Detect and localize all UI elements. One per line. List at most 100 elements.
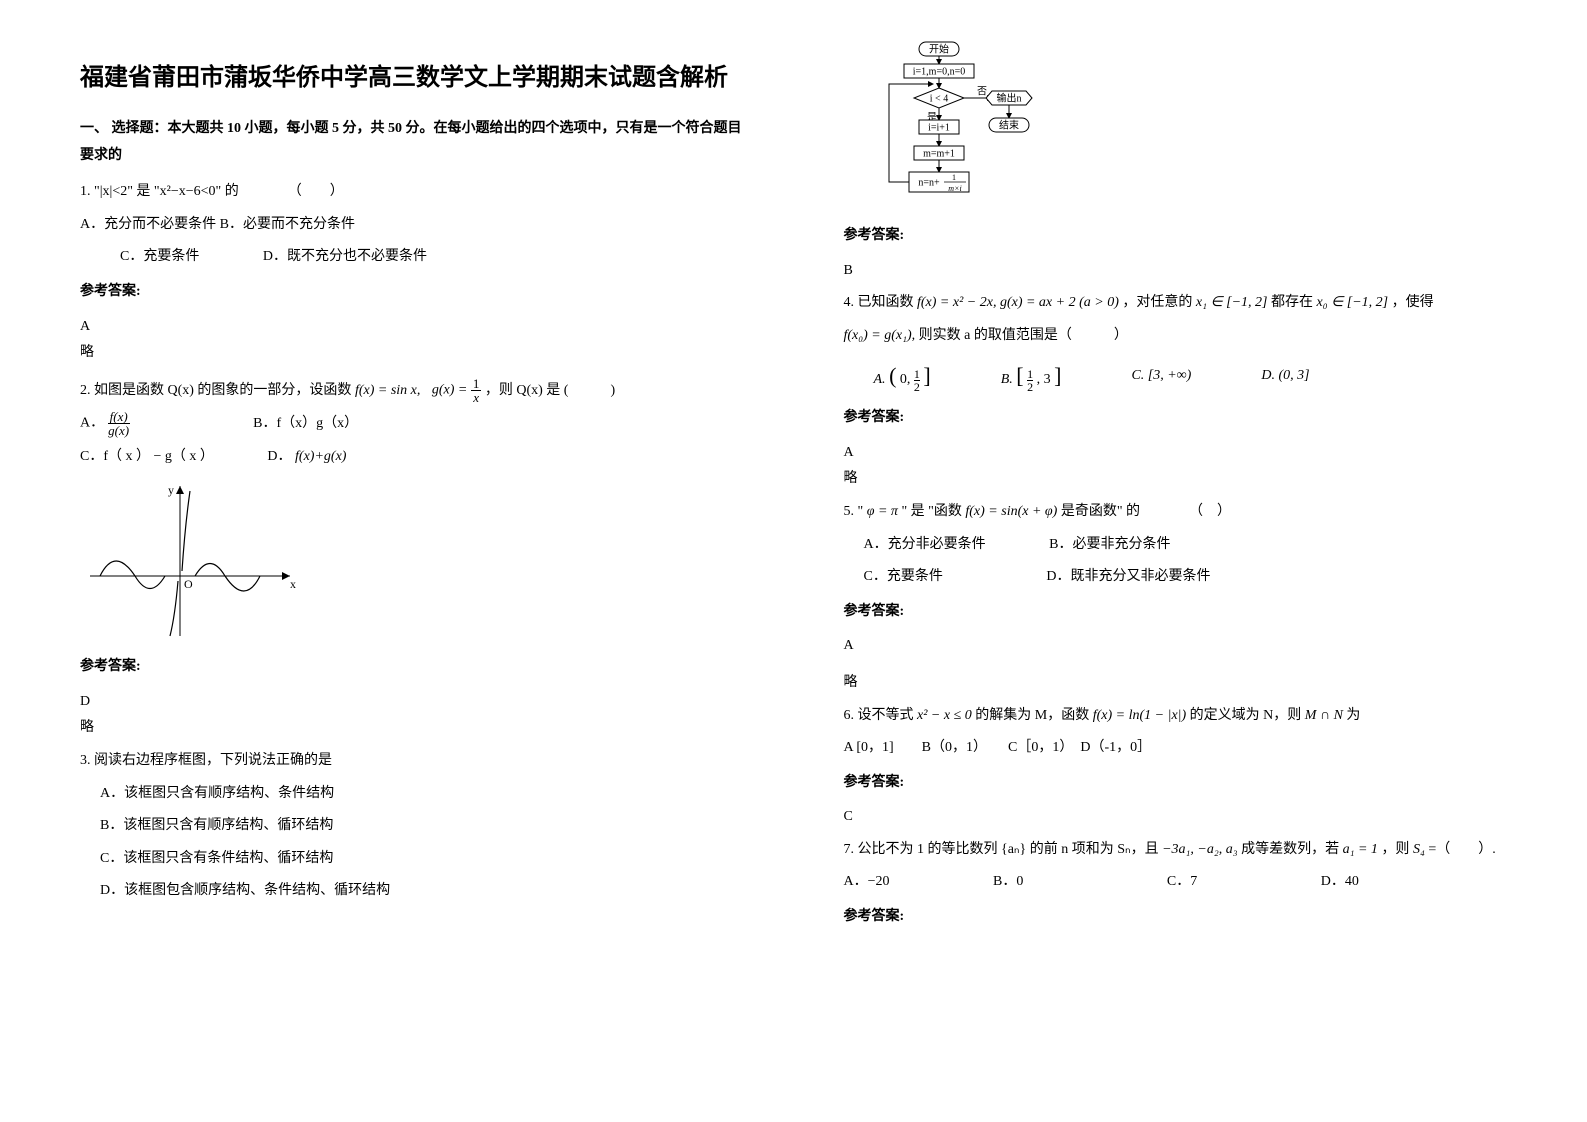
q7-optC: C．7: [1167, 874, 1197, 889]
q2-optD: f(x)+g(x): [295, 449, 346, 464]
q4-optB-l: [: [1016, 363, 1023, 388]
q2-fx: f(x) = sin x,: [355, 383, 420, 398]
q2-optA: A． f(x) g(x) B．f（x）g（x）: [80, 410, 744, 437]
q7-stem-c: ，则: [1381, 842, 1413, 857]
q2-optCD: C．f（ x ） − g（ x ） D． f(x)+g(x): [80, 444, 744, 471]
q1-ans-label: 参考答案:: [80, 279, 744, 306]
q4-optB-pre: B.: [1001, 372, 1013, 387]
q2-stem: 2. 如图是函数 Q(x) 的图象的一部分，设函数 f(x) = sin x, …: [80, 377, 744, 404]
q1-optC: C．充要条件: [120, 249, 199, 264]
q4-optA: A. ( 0, 1 2 ]: [874, 355, 931, 397]
q2-gx-frac: 1 x: [471, 377, 482, 404]
section-heading: 一、 选择题：本大题共 10 小题，每小题 5 分，共 50 分。在每小题给出的…: [80, 116, 744, 169]
q2-optA-pre: A．: [80, 416, 104, 431]
q4-optA-l: (: [889, 363, 896, 388]
q2-optB: B．f（x）g（x）: [253, 416, 358, 431]
flow-s3t: 1: [952, 173, 956, 182]
q7-stem: 7. 公比不为 1 的等比数列 {aₙ} 的前 n 项和为 Sₙ，且 −3a₁,…: [844, 837, 1508, 864]
q7-optB: B．0: [993, 874, 1023, 889]
q3-optB: B．该框图只含有顺序结构、循环结构: [80, 813, 744, 840]
q7-optD: D．40: [1321, 874, 1359, 889]
q3-stem: 3. 阅读右边程序框图，下列说法正确的是: [80, 748, 744, 775]
q3-optC: C．该框图只含有条件结构、循环结构: [80, 846, 744, 873]
q1-optA: A．充分而不必要条件: [80, 217, 216, 232]
q6-mn: M ∩ N: [1305, 708, 1343, 723]
q2-graph-xlabel: x: [290, 577, 296, 591]
document-title: 福建省莆田市蒲坂华侨中学高三数学文上学期期末试题含解析: [80, 60, 744, 96]
q6-opts: A [0，1] B（0，1） C［0，1） D（-1，0］: [844, 735, 1508, 762]
q2-gx-a: g(x) =: [432, 382, 471, 397]
q5-ans: A: [844, 633, 1508, 660]
q4-ans: A: [844, 440, 1508, 467]
q7-opts: A．−20 B．0 C．7 D．40: [844, 869, 1508, 896]
q2-graph-origin: O: [184, 577, 193, 591]
q1-opts-cd: C．充要条件 D．既不充分也不必要条件: [80, 244, 744, 271]
q2-gx-bot: x: [471, 391, 482, 404]
q7-s4: S₄: [1413, 842, 1425, 857]
q1-stem: 1. "|x|<2" 是 "x²−x−6<0" 的 （ ）: [80, 179, 744, 206]
q4-optB-bot: 2: [1027, 381, 1033, 393]
q5-optsAB: A．充分非必要条件 B．必要非充分条件: [844, 532, 1508, 559]
q4-x1: x₁ ∈ [−1, 2]: [1196, 295, 1268, 310]
q4-optD: D. (0, 3]: [1261, 363, 1309, 390]
q4-optA-r: ]: [923, 363, 930, 388]
q4-optB: B. [ 1 2 , 3 ]: [1001, 355, 1062, 397]
q2-ans: D: [80, 689, 744, 716]
q3-optD: D．该框图包含顺序结构、条件结构、循环结构: [80, 878, 744, 905]
q4-ans-label: 参考答案:: [844, 405, 1508, 432]
q5-note: 略: [844, 670, 1508, 697]
q3-ans-label: 参考答案:: [844, 223, 1508, 250]
q4-stem-c: 都存在: [1271, 295, 1317, 310]
q2-optA-frac: f(x) g(x): [108, 410, 130, 437]
q2-gx: g(x) = 1 x: [432, 377, 482, 404]
q2-stem-b: ，则 Q(x) 是 ( ): [485, 383, 615, 398]
q2-stem-a: 2. 如图是函数 Q(x) 的图象的一部分，设函数: [80, 383, 355, 398]
q5-optsCD: C．充要条件 D．既非充分又非必要条件: [844, 564, 1508, 591]
flow-init: i=1,m=0,n=0: [912, 66, 964, 77]
flow-s2: m=m+1: [923, 148, 955, 159]
q6-stem-d: 为: [1346, 708, 1360, 723]
q4-optD-pre: D.: [1261, 368, 1275, 383]
q4-line2: f(x₀) = g(x₁), 则实数 a 的取值范围是（ ）: [844, 323, 1508, 350]
flow-s3b: m×i: [948, 184, 961, 193]
q2-optA-bot: g(x): [108, 424, 130, 437]
q4-opts: A. ( 0, 1 2 ] B. [ 1 2 , 3 ] C. [3, +∞) …: [844, 355, 1508, 397]
q2-optA-top: f(x): [108, 410, 130, 424]
flow-s1: i=i+1: [928, 122, 950, 133]
q6-ans: C: [844, 804, 1508, 831]
q5-ans-label: 参考答案:: [844, 599, 1508, 626]
flow-start: 开始: [929, 42, 949, 55]
q2-note: 略: [80, 715, 744, 742]
q4-optB-top: 1: [1027, 368, 1033, 381]
q2-ans-label: 参考答案:: [80, 654, 744, 681]
q3-optA: A．该框图只含有顺序结构、条件结构: [80, 781, 744, 808]
q6-stem-a: 6. 设不等式: [844, 708, 918, 723]
q6-stem: 6. 设不等式 x² − x ≤ 0 的解集为 M，函数 f(x) = ln(1…: [844, 703, 1508, 730]
q7-a1: a₁ = 1: [1343, 842, 1378, 857]
q4-note: 略: [844, 466, 1508, 493]
q1-note: 略: [80, 340, 744, 367]
q2-graph: x y O: [80, 476, 300, 646]
q4-optC: C. [3, +∞): [1131, 363, 1191, 390]
q4-optA-top: 1: [914, 368, 920, 381]
q2-optC: C．f（ x ） − g（ x ）: [80, 449, 214, 464]
q7-stem-a: 7. 公比不为 1 的等比数列 {aₙ} 的前 n 项和为 Sₙ，且: [844, 842, 1163, 857]
q4-line1: 4. 已知函数 f(x) = x² − 2x, g(x) = ax + 2 (a…: [844, 290, 1508, 317]
q5-phi: φ = π: [867, 504, 898, 519]
q5-optB: B．必要非充分条件: [1049, 537, 1170, 552]
q4-stem-d: ，使得: [1392, 295, 1434, 310]
q4-line2a: f(x₀) = g(x₁),: [844, 328, 916, 343]
q5-fx: f(x) = sin(x + φ): [965, 504, 1057, 519]
q4-optB-r: ]: [1054, 363, 1061, 388]
q1-optB: B．必要而不充分条件: [220, 217, 355, 232]
flow-cond: i < 4: [929, 93, 947, 104]
q2-graph-ylabel: y: [168, 483, 174, 497]
q7-stem-d: =（ ）.: [1428, 842, 1495, 857]
q6-stem-c: 的定义域为 N，则: [1190, 708, 1305, 723]
q5-optA: A．充分非必要条件: [864, 537, 986, 552]
flow-s3: n=n+: [918, 177, 940, 188]
q5-stem-a: 5. ": [844, 504, 867, 519]
q4-f: f(x) = x² − 2x, g(x) = ax + 2 (a > 0): [917, 295, 1119, 310]
q3-ans: B: [844, 258, 1508, 285]
q1-optD: D．既不充分也不必要条件: [263, 249, 427, 264]
